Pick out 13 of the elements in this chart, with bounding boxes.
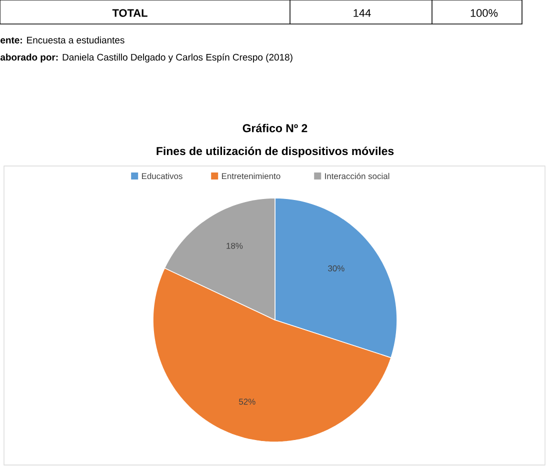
text: 144 bbox=[354, 9, 371, 17]
text: TOTAL bbox=[112, 9, 148, 17]
data-label: 18% bbox=[226, 242, 243, 249]
chart-title: Gráfico Nº 2 bbox=[242, 124, 308, 132]
data-label: 52% bbox=[239, 398, 256, 405]
text: ente: Encuesta a estudiantes bbox=[0, 36, 124, 44]
legend-label: Educativos bbox=[142, 172, 182, 180]
text: 100% bbox=[470, 9, 498, 17]
text: aborado por: Daniela Castillo Delgado y Carlos Espín Crespo (2018) bbox=[0, 54, 292, 62]
legend-label: Entretenimiento bbox=[222, 172, 280, 180]
legend-label: Interacción social bbox=[325, 172, 390, 180]
chart-subtitle: Fines de utilización de dispositivos móviles bbox=[156, 146, 394, 158]
data-label: 30% bbox=[328, 265, 344, 272]
